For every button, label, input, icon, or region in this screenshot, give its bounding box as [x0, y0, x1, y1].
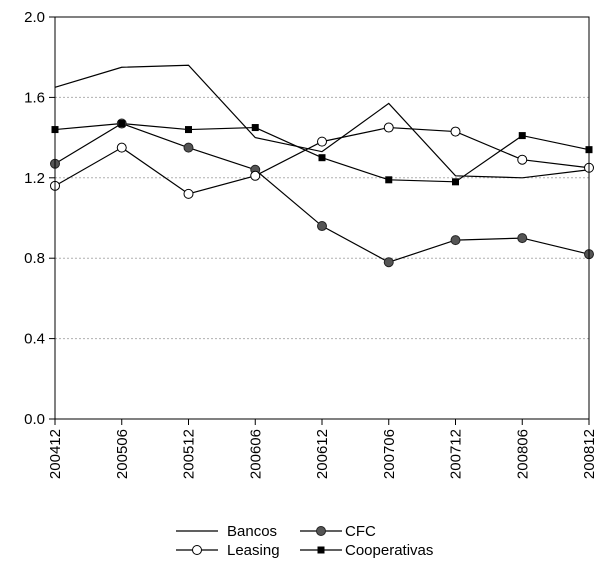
y-tick-label: 0.8 — [24, 250, 45, 267]
x-tick-label: 200506 — [114, 429, 131, 479]
y-tick-label: 0.0 — [24, 411, 45, 428]
series-line-cooperativas — [54, 122, 590, 183]
x-tick-label: 200812 — [581, 429, 595, 479]
leasing-point — [383, 122, 394, 133]
x-tick-label: 200512 — [181, 429, 198, 479]
leasing-point — [116, 142, 127, 153]
leasing-point — [317, 136, 327, 147]
grid-lines — [55, 96, 589, 340]
series-markers — [50, 118, 594, 268]
cooperativas-point — [318, 154, 326, 162]
legend-label-cfc: CFC — [345, 523, 376, 540]
cooperativas-point — [118, 120, 126, 128]
legend-leasing-point — [192, 545, 202, 555]
cfc-point — [183, 142, 194, 153]
plot-frame — [54, 16, 590, 420]
leasing-point — [250, 170, 261, 181]
x-tick-label: 200606 — [247, 429, 264, 479]
cooperativas-point — [518, 132, 526, 140]
legend-label-bancos: Bancos — [227, 523, 277, 540]
legend-cfc-point — [316, 526, 326, 536]
x-tick-label: 200706 — [381, 429, 398, 479]
cfc-point — [383, 257, 394, 268]
legend-label-cooperativas: Cooperativas — [345, 542, 433, 559]
y-tick-label: 0.4 — [24, 331, 45, 348]
cooperativas-point — [385, 176, 393, 184]
cfc-point — [450, 235, 461, 246]
cfc-point — [317, 221, 327, 232]
series-lines — [54, 64, 590, 263]
y-tick-label: 1.6 — [24, 89, 45, 106]
x-axis-ticks: 200412 200506 200512 200606 200612 200706 2007… — [47, 419, 595, 479]
cooperativas-point — [251, 124, 259, 132]
x-tick-label: 200612 — [314, 429, 331, 479]
legend-cooperativas-point — [317, 546, 325, 554]
x-tick-label: 200412 — [47, 429, 64, 479]
legend: Bancos CFC Leasing Cooperativas — [176, 523, 433, 559]
cfc-point — [517, 233, 528, 244]
y-axis-ticks: 0.0 0.4 0.8 1.2 1.6 2.0 — [24, 9, 55, 428]
leasing-point — [450, 126, 461, 137]
x-tick-label: 200806 — [514, 429, 531, 479]
leasing-point — [517, 154, 528, 165]
y-tick-label: 1.2 — [24, 170, 45, 187]
cooperativas-point — [185, 126, 192, 134]
y-tick-label: 2.0 — [24, 9, 45, 26]
leasing-point — [183, 188, 194, 199]
x-tick-label: 200712 — [448, 429, 465, 479]
cooperativas-point — [452, 178, 459, 186]
legend-label-leasing: Leasing — [227, 542, 280, 559]
series-line-bancos — [54, 64, 590, 179]
